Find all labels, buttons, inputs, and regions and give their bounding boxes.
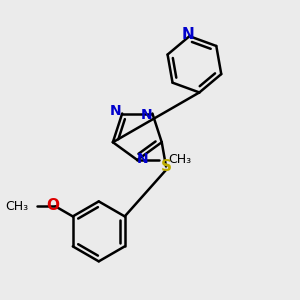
Text: N: N <box>110 104 122 118</box>
Text: N: N <box>136 152 148 166</box>
Text: O: O <box>47 198 60 213</box>
Text: N: N <box>182 27 194 42</box>
Text: CH₃: CH₃ <box>169 153 192 166</box>
Text: CH₃: CH₃ <box>5 200 28 213</box>
Text: N: N <box>140 108 152 122</box>
Text: S: S <box>160 159 172 174</box>
